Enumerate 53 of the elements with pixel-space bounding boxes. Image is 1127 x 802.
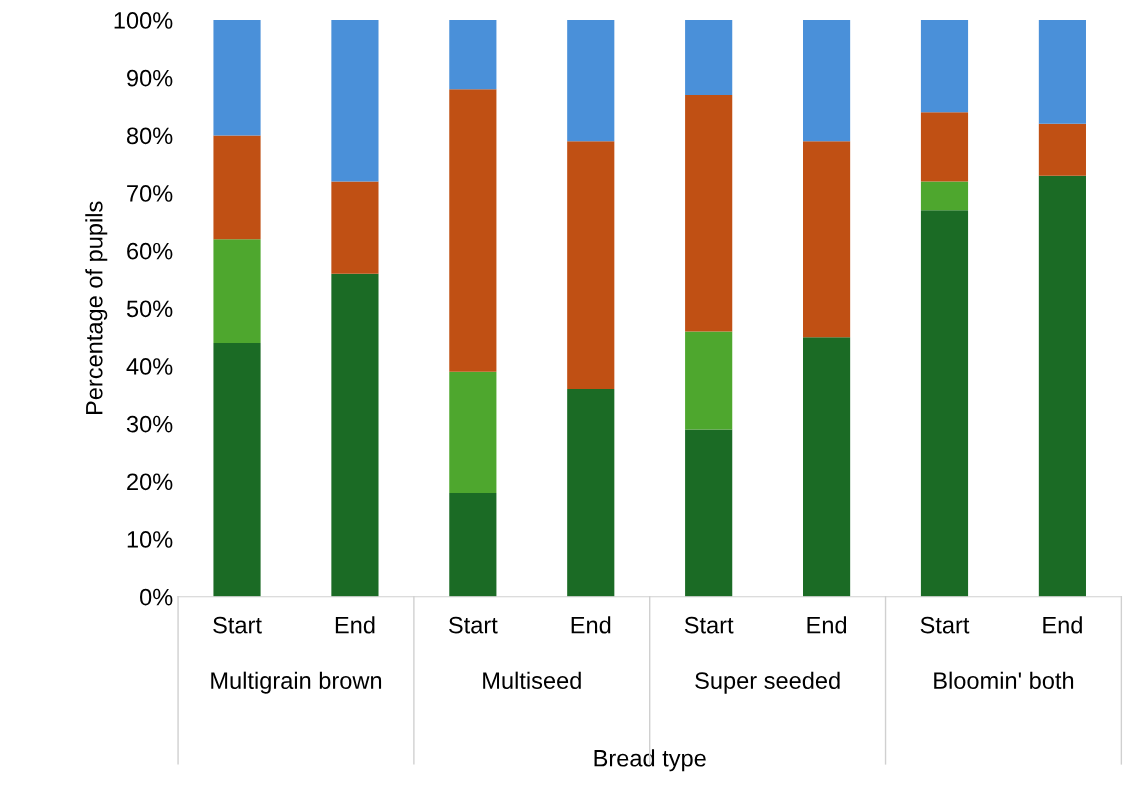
y-tick-label: 0% bbox=[140, 588, 173, 606]
text: Multiseed bbox=[483, 671, 581, 689]
y-tick-label: 20% bbox=[127, 473, 173, 491]
bar bbox=[685, 95, 733, 332]
bar bbox=[449, 492, 497, 597]
bar bbox=[567, 389, 615, 597]
bar bbox=[1038, 20, 1086, 124]
y-tick-label: 50% bbox=[126, 300, 173, 318]
bar bbox=[213, 342, 261, 597]
y-tick-label: 80% bbox=[126, 127, 173, 145]
bar bbox=[331, 273, 379, 597]
bar bbox=[1038, 175, 1086, 597]
text: Bloomin' both bbox=[934, 671, 1074, 689]
bar bbox=[449, 20, 497, 90]
bar bbox=[803, 337, 851, 597]
bar bbox=[449, 89, 497, 372]
bar bbox=[920, 112, 969, 182]
bar bbox=[213, 239, 261, 343]
x-tick-label: End bbox=[335, 616, 375, 634]
y-tick-label: 90% bbox=[127, 69, 173, 87]
text: Super seeded bbox=[695, 671, 840, 694]
bar bbox=[567, 20, 615, 142]
bar bbox=[920, 20, 969, 113]
y-tick-label: 60% bbox=[127, 242, 173, 260]
bar bbox=[1038, 123, 1086, 176]
x-tick-label: End bbox=[571, 616, 611, 634]
y-tick-label: 70% bbox=[127, 185, 173, 202]
bar bbox=[567, 141, 615, 390]
bar bbox=[331, 20, 379, 182]
x-tick-label: Start bbox=[213, 616, 262, 634]
bar bbox=[685, 429, 733, 597]
bar bbox=[685, 331, 733, 430]
y-axis-title: Percentage of pupils bbox=[85, 201, 108, 415]
bar bbox=[449, 371, 497, 493]
bar bbox=[685, 20, 733, 96]
text: Multigrain brown bbox=[211, 671, 382, 694]
x-tick-label: Start bbox=[920, 616, 970, 634]
y-tick-label: 30% bbox=[126, 415, 173, 433]
y-tick-label: 100% bbox=[114, 12, 173, 29]
x-axis-title: Bread type bbox=[594, 749, 706, 772]
x-tick-label: Start bbox=[448, 616, 498, 634]
y-tick-label: 40% bbox=[126, 358, 173, 375]
bar bbox=[213, 20, 261, 136]
bar bbox=[331, 181, 379, 274]
bar bbox=[803, 141, 851, 338]
bar bbox=[920, 210, 969, 597]
bar bbox=[803, 20, 851, 142]
x-tick-label: End bbox=[807, 616, 847, 634]
bar bbox=[920, 181, 969, 211]
x-tick-label: End bbox=[1043, 616, 1082, 634]
x-tick-label: Start bbox=[684, 616, 734, 634]
bar bbox=[213, 135, 261, 240]
y-tick-label: 10% bbox=[127, 531, 173, 548]
